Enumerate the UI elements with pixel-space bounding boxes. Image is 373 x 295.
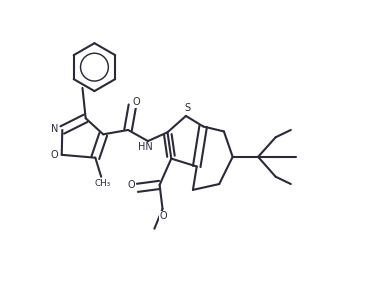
Text: CH₃: CH₃: [94, 179, 111, 188]
Text: O: O: [132, 97, 140, 107]
Text: S: S: [184, 103, 191, 113]
Text: O: O: [159, 211, 167, 221]
Text: N: N: [51, 124, 58, 134]
Text: O: O: [50, 150, 58, 160]
Text: O: O: [128, 180, 135, 190]
Text: HN: HN: [138, 142, 153, 153]
